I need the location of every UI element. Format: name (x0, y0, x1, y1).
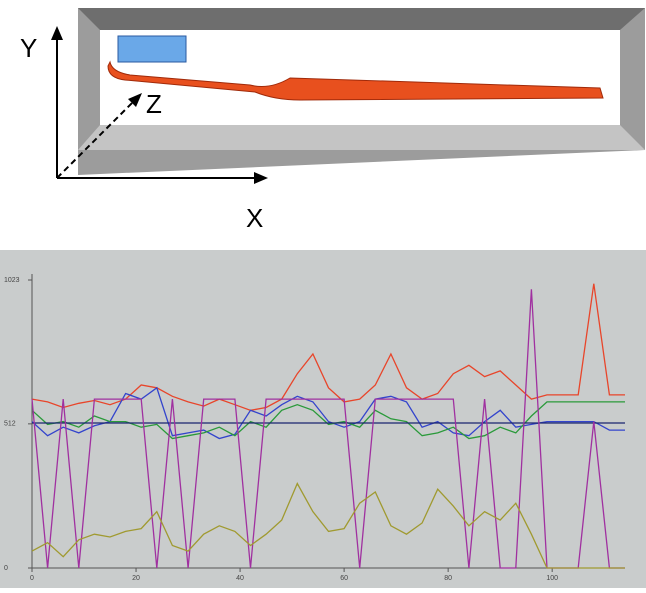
x-tick-label: 20 (132, 575, 140, 582)
series-line (31, 283, 625, 411)
x-tick-label: 0 (30, 575, 34, 582)
axis-label: Z (146, 89, 162, 119)
arrowhead (128, 93, 142, 107)
series-line (31, 482, 625, 569)
y-tick-label: 0 (4, 565, 8, 572)
x-tick-label: 40 (236, 575, 244, 582)
arrowhead (254, 172, 268, 184)
axis-label: Y (20, 33, 37, 63)
x-tick-label: 60 (340, 575, 348, 582)
y-tick-label: 512 (4, 421, 16, 428)
toothbrush-bristles (117, 35, 187, 63)
x-tick-label: 80 (444, 575, 452, 582)
box-top (78, 8, 645, 30)
series-line (31, 289, 625, 569)
x-tick-label: 100 (546, 575, 558, 582)
arrowhead (51, 26, 63, 40)
toothbrush-handle (107, 60, 604, 101)
series-line (31, 386, 625, 440)
axis-label: X (246, 203, 263, 233)
diagram: Y Z X (20, 8, 645, 233)
box-floor (78, 125, 645, 150)
y-tick-label: 1023 (4, 277, 20, 284)
chart: 0 512 1023 0 20 40 60 80 100 (4, 274, 625, 582)
z-axis-arrow (56, 99, 136, 179)
box-inside (100, 30, 620, 125)
